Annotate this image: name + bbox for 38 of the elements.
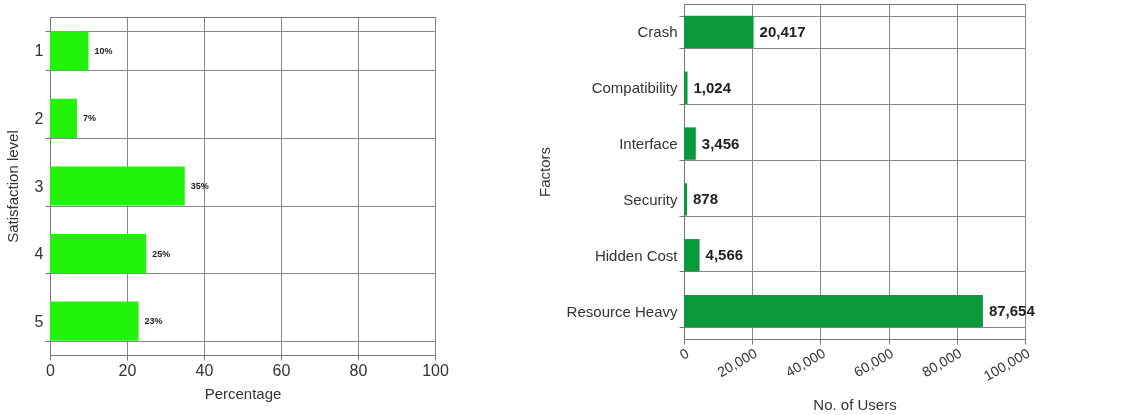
y-tick-label: Hidden Cost	[594, 246, 679, 264]
y-tick-label: Resource Heavy	[566, 302, 678, 320]
data-label: 878	[692, 190, 719, 208]
x-tick-label: 0	[676, 344, 692, 363]
y-tick-label: 4	[34, 245, 44, 263]
bar	[50, 31, 89, 71]
bar	[50, 98, 77, 138]
bar	[50, 166, 185, 206]
x-axis-title: No. of Users	[813, 395, 897, 413]
x-tick-label: 100	[422, 361, 449, 379]
bar	[50, 301, 139, 341]
y-tick-label: Security	[623, 190, 678, 208]
y-tick-label: 2	[34, 109, 44, 127]
x-tick-label: 80	[349, 361, 368, 379]
y-tick-label: Crash	[637, 23, 678, 41]
y-axis-title: Satisfaction level	[3, 130, 21, 243]
data-label: 3,456	[701, 134, 740, 152]
x-tick-label: 20	[118, 361, 137, 379]
data-label: 20,417	[759, 22, 806, 40]
y-tick-label: Compatibility	[591, 79, 678, 97]
x-tick-label: 60	[272, 361, 291, 379]
y-tick-label: 3	[34, 177, 44, 195]
y-axis-title: Factors	[535, 146, 553, 198]
data-label: 10%	[94, 45, 113, 56]
x-axis-title: Percentage	[204, 384, 282, 402]
data-label: 25%	[152, 248, 171, 259]
data-label: 23%	[144, 316, 163, 327]
y-tick-label: Interface	[619, 135, 678, 153]
bar	[50, 234, 147, 274]
data-label: 35%	[190, 181, 209, 191]
data-label: 7%	[82, 113, 96, 124]
data-label: 1,024	[693, 78, 732, 96]
data-label: 4,566	[705, 246, 744, 264]
data-label: 87,654	[988, 302, 1036, 320]
x-tick-label: 0	[46, 361, 56, 379]
x-tick-label: 40	[195, 361, 214, 379]
y-tick-label: 5	[34, 312, 44, 330]
y-tick-label: 1	[34, 42, 44, 60]
